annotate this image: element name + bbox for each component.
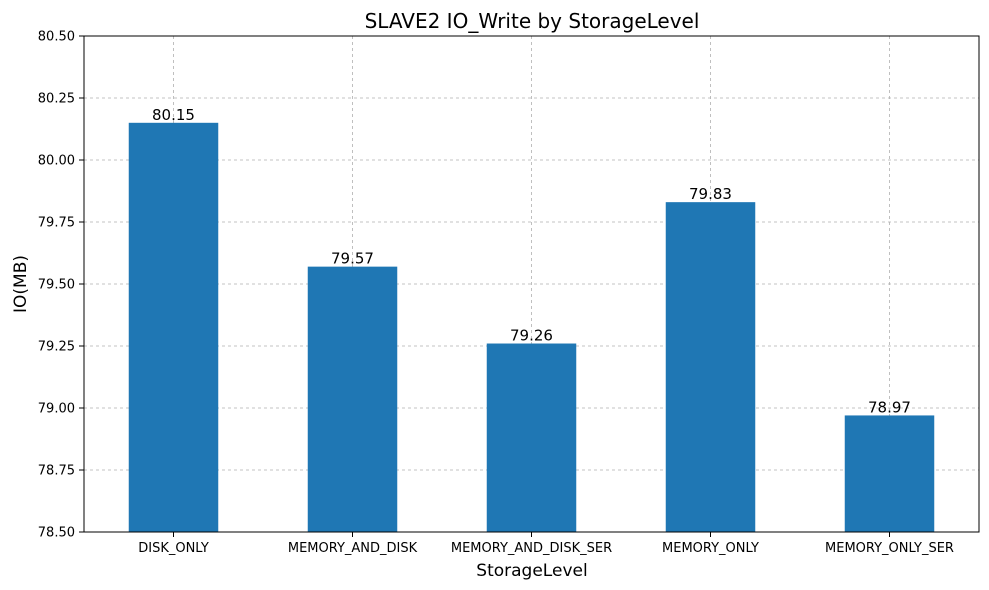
data-label: 79.83 [689, 185, 732, 203]
y-axis-label: IO(MB) [11, 255, 31, 313]
bar [128, 122, 219, 533]
data-label: 78.97 [868, 398, 911, 416]
data-label: 79.26 [510, 327, 553, 345]
bar [665, 202, 756, 532]
data-label: 79.57 [331, 250, 374, 268]
x-tick-label: MEMORY_AND_DISK [288, 541, 418, 556]
data-label: 80.15 [152, 106, 195, 124]
y-tick-label: 79.00 [38, 402, 75, 417]
y-tick-label: 78.75 [38, 464, 75, 479]
chart-title: SLAVE2 IO_Write by StorageLevel [365, 9, 700, 33]
x-axis: DISK_ONLY MEMORY_AND_DISK MEMORY_AND_DISK_… [138, 532, 954, 556]
data-labels: 80.15 79.57 79.26 79.83 78.97 [152, 106, 911, 417]
bar [486, 343, 577, 532]
y-axis: 78.50 78.75 79.00 79.25 79.50 79.75 80.00 80.25… [38, 30, 84, 541]
bar [844, 415, 935, 532]
x-tick-label: MEMORY_ONLY [662, 541, 759, 556]
x-axis-label: StorageLevel [476, 561, 587, 581]
x-tick-label: DISK_ONLY [138, 541, 209, 556]
bars [128, 122, 935, 533]
x-tick-label: MEMORY_AND_DISK_SER [451, 541, 612, 556]
y-tick-label: 78.50 [38, 526, 75, 541]
y-tick-label: 80.50 [38, 30, 75, 45]
x-tick-label: MEMORY_ONLY_SER [825, 541, 954, 556]
bar [307, 266, 398, 532]
y-tick-label: 79.75 [38, 216, 75, 231]
y-tick-label: 79.25 [38, 340, 75, 355]
y-tick-label: 80.25 [38, 92, 75, 107]
y-tick-label: 80.00 [38, 154, 75, 169]
y-tick-label: 79.50 [38, 278, 75, 293]
